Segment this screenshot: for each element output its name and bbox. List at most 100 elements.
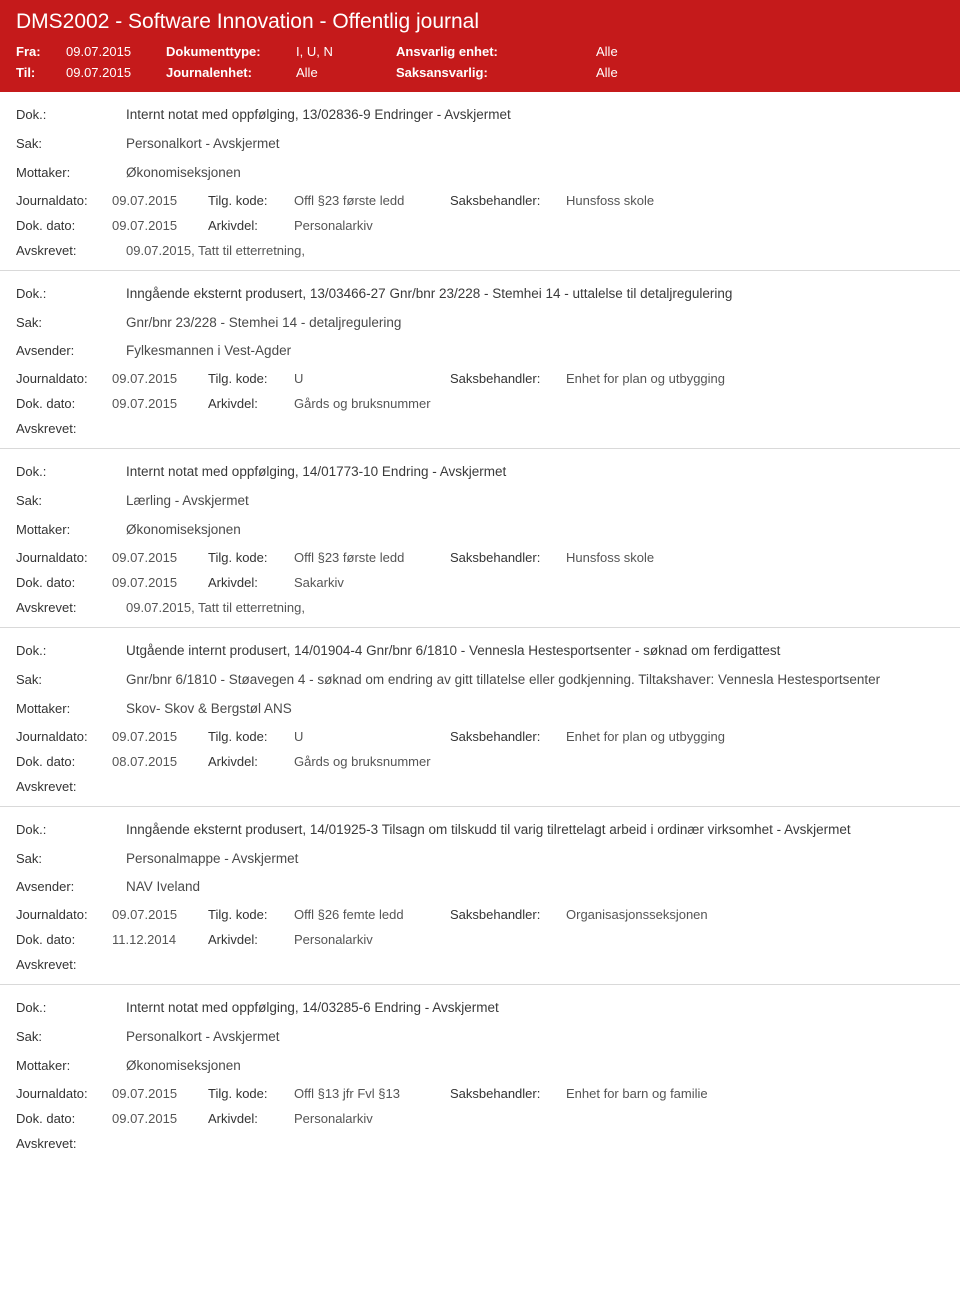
avskrevet-label: Avskrevet: bbox=[16, 957, 126, 972]
avskrevet-label: Avskrevet: bbox=[16, 421, 126, 436]
tilgkode-value: Offl §23 første ledd bbox=[294, 550, 444, 565]
dok-value: Internt notat med oppfølging, 14/01773-1… bbox=[126, 463, 944, 482]
journaldato-value: 09.07.2015 bbox=[112, 371, 202, 386]
tilgkode-value: U bbox=[294, 729, 444, 744]
arkivdel-value: Gårds og bruksnummer bbox=[294, 754, 444, 769]
party-label: Mottaker: bbox=[16, 164, 126, 183]
sak-value: Personalkort - Avskjermet bbox=[126, 135, 944, 154]
dok-label: Dok.: bbox=[16, 106, 126, 125]
journal-entry: Dok.: Internt notat med oppfølging, 14/0… bbox=[0, 984, 960, 1163]
tilgkode-label: Tilg. kode: bbox=[208, 907, 288, 922]
report-filters: Fra: 09.07.2015 Dokumenttype: I, U, N An… bbox=[16, 44, 944, 80]
saksansvarlig-value: Alle bbox=[596, 65, 736, 80]
avskrevet-label: Avskrevet: bbox=[16, 243, 126, 258]
dokdato-label: Dok. dato: bbox=[16, 218, 106, 233]
avskrevet-value: 09.07.2015, Tatt til etterretning, bbox=[126, 243, 305, 258]
fra-value: 09.07.2015 bbox=[66, 44, 166, 59]
saksbehandler-label: Saksbehandler: bbox=[450, 1086, 560, 1101]
dok-value: Inngående eksternt produsert, 13/03466-2… bbox=[126, 285, 944, 304]
avskrevet-row: Avskrevet: bbox=[16, 779, 944, 794]
journal-entry: Dok.: Internt notat med oppfølging, 13/0… bbox=[0, 92, 960, 270]
journaldato-value: 09.07.2015 bbox=[112, 907, 202, 922]
arkivdel-label: Arkivdel: bbox=[208, 932, 288, 947]
journaldato-label: Journaldato: bbox=[16, 371, 106, 386]
avskrevet-row: Avskrevet: bbox=[16, 1136, 944, 1151]
saksbehandler-value: Enhet for plan og utbygging bbox=[566, 371, 944, 386]
dok-label: Dok.: bbox=[16, 821, 126, 840]
arkivdel-value: Gårds og bruksnummer bbox=[294, 396, 444, 411]
arkivdel-label: Arkivdel: bbox=[208, 396, 288, 411]
til-value: 09.07.2015 bbox=[66, 65, 166, 80]
sak-label: Sak: bbox=[16, 492, 126, 511]
meta-grid: Journaldato: 09.07.2015 Tilg. kode: Offl… bbox=[16, 1086, 944, 1126]
tilgkode-label: Tilg. kode: bbox=[208, 1086, 288, 1101]
dok-value: Inngående eksternt produsert, 14/01925-3… bbox=[126, 821, 944, 840]
party-label: Avsender: bbox=[16, 342, 126, 361]
ansvarlig-label: Ansvarlig enhet: bbox=[396, 44, 596, 59]
sak-value: Lærling - Avskjermet bbox=[126, 492, 944, 511]
arkivdel-value: Personalarkiv bbox=[294, 218, 444, 233]
avskrevet-row: Avskrevet: 09.07.2015, Tatt til etterret… bbox=[16, 600, 944, 615]
sak-label: Sak: bbox=[16, 1028, 126, 1047]
tilgkode-value: U bbox=[294, 371, 444, 386]
journaldato-label: Journaldato: bbox=[16, 550, 106, 565]
arkivdel-value: Personalarkiv bbox=[294, 1111, 444, 1126]
dokdato-label: Dok. dato: bbox=[16, 754, 106, 769]
sak-label: Sak: bbox=[16, 850, 126, 869]
dokdato-value: 11.12.2014 bbox=[112, 932, 202, 947]
tilgkode-value: Offl §23 første ledd bbox=[294, 193, 444, 208]
meta-grid: Journaldato: 09.07.2015 Tilg. kode: Offl… bbox=[16, 193, 944, 233]
sak-value: Personalmappe - Avskjermet bbox=[126, 850, 944, 869]
journaldato-value: 09.07.2015 bbox=[112, 1086, 202, 1101]
ansvarlig-value: Alle bbox=[596, 44, 736, 59]
dok-label: Dok.: bbox=[16, 463, 126, 482]
sak-value: Gnr/bnr 23/228 - Stemhei 14 - detaljregu… bbox=[126, 314, 944, 333]
dokdato-label: Dok. dato: bbox=[16, 1111, 106, 1126]
avskrevet-row: Avskrevet: bbox=[16, 421, 944, 436]
saksbehandler-label: Saksbehandler: bbox=[450, 371, 560, 386]
saksbehandler-value: Hunsfoss skole bbox=[566, 550, 944, 565]
journal-entry: Dok.: Inngående eksternt produsert, 13/0… bbox=[0, 270, 960, 449]
meta-grid: Journaldato: 09.07.2015 Tilg. kode: Offl… bbox=[16, 907, 944, 947]
saksbehandler-value: Enhet for plan og utbygging bbox=[566, 729, 944, 744]
journaldato-label: Journaldato: bbox=[16, 729, 106, 744]
journaldato-value: 09.07.2015 bbox=[112, 729, 202, 744]
saksbehandler-label: Saksbehandler: bbox=[450, 193, 560, 208]
entries-container: Dok.: Internt notat med oppfølging, 13/0… bbox=[0, 92, 960, 1163]
tilgkode-value: Offl §13 jfr Fvl §13 bbox=[294, 1086, 444, 1101]
tilgkode-label: Tilg. kode: bbox=[208, 371, 288, 386]
saksbehandler-label: Saksbehandler: bbox=[450, 907, 560, 922]
arkivdel-label: Arkivdel: bbox=[208, 1111, 288, 1126]
arkivdel-value: Sakarkiv bbox=[294, 575, 444, 590]
avskrevet-label: Avskrevet: bbox=[16, 1136, 126, 1151]
sak-label: Sak: bbox=[16, 135, 126, 154]
dok-value: Utgående internt produsert, 14/01904-4 G… bbox=[126, 642, 944, 661]
meta-grid: Journaldato: 09.07.2015 Tilg. kode: U Sa… bbox=[16, 729, 944, 769]
journalenhet-label: Journalenhet: bbox=[166, 65, 296, 80]
dok-value: Internt notat med oppfølging, 13/02836-9… bbox=[126, 106, 944, 125]
dok-label: Dok.: bbox=[16, 285, 126, 304]
dokdato-value: 08.07.2015 bbox=[112, 754, 202, 769]
avskrevet-label: Avskrevet: bbox=[16, 600, 126, 615]
avskrevet-row: Avskrevet: 09.07.2015, Tatt til etterret… bbox=[16, 243, 944, 258]
tilgkode-value: Offl §26 femte ledd bbox=[294, 907, 444, 922]
saksbehandler-value: Enhet for barn og familie bbox=[566, 1086, 944, 1101]
journaldato-value: 09.07.2015 bbox=[112, 193, 202, 208]
dokdato-label: Dok. dato: bbox=[16, 575, 106, 590]
doktype-value: I, U, N bbox=[296, 44, 396, 59]
sak-value: Gnr/bnr 6/1810 - Støavegen 4 - søknad om… bbox=[126, 671, 944, 690]
dokdato-value: 09.07.2015 bbox=[112, 575, 202, 590]
journaldato-label: Journaldato: bbox=[16, 907, 106, 922]
dokdato-label: Dok. dato: bbox=[16, 396, 106, 411]
fra-label: Fra: bbox=[16, 44, 66, 59]
saksbehandler-value: Organisasjonsseksjonen bbox=[566, 907, 944, 922]
saksbehandler-label: Saksbehandler: bbox=[450, 729, 560, 744]
dok-value: Internt notat med oppfølging, 14/03285-6… bbox=[126, 999, 944, 1018]
arkivdel-value: Personalarkiv bbox=[294, 932, 444, 947]
tilgkode-label: Tilg. kode: bbox=[208, 193, 288, 208]
journalenhet-value: Alle bbox=[296, 65, 396, 80]
avskrevet-label: Avskrevet: bbox=[16, 779, 126, 794]
dok-label: Dok.: bbox=[16, 642, 126, 661]
dok-label: Dok.: bbox=[16, 999, 126, 1018]
report-header: DMS2002 - Software Innovation - Offentli… bbox=[0, 0, 960, 92]
